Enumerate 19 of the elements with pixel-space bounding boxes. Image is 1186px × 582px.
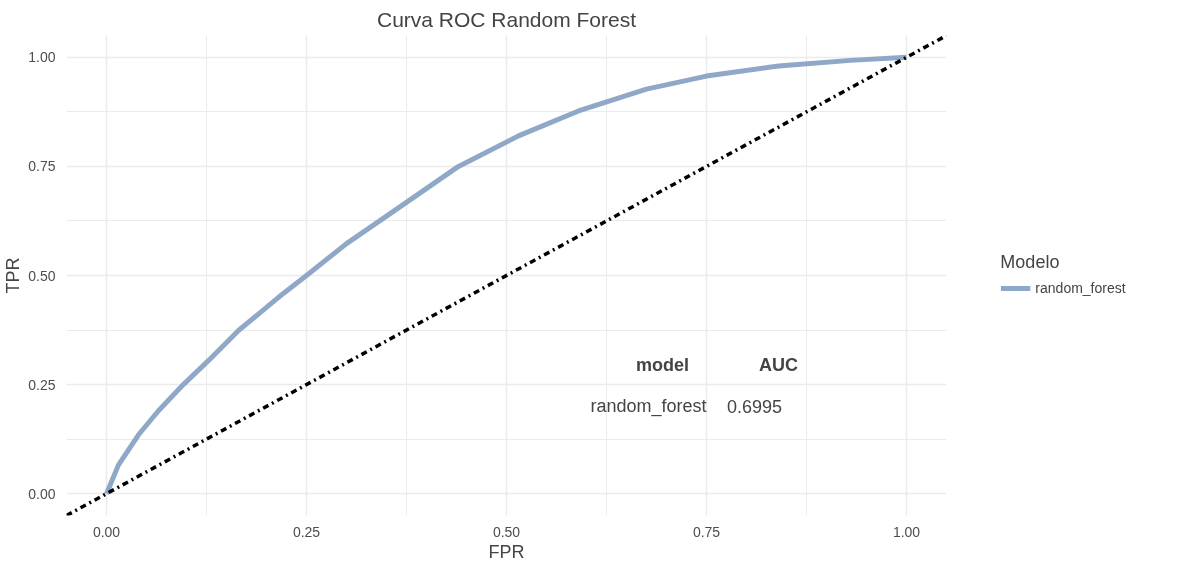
x-tick-label: 0.75 bbox=[692, 523, 721, 540]
x-tick-label: 0.25 bbox=[292, 523, 321, 540]
annotation: AUC bbox=[759, 354, 798, 375]
y-tick-label: 0.00 bbox=[28, 485, 56, 502]
x-tick-label: 0.00 bbox=[92, 523, 121, 540]
y-axis-title: TPR bbox=[3, 257, 24, 294]
legend-title: Modelo bbox=[1000, 252, 1061, 273]
x-tick-label: 1.00 bbox=[892, 523, 921, 540]
x-axis-title: FPR bbox=[488, 541, 525, 562]
y-tick-label: 0.75 bbox=[28, 158, 56, 175]
chart-title: Curva ROC Random Forest bbox=[376, 7, 637, 31]
y-tick-label: 1.00 bbox=[28, 49, 56, 66]
annotation: random_forest bbox=[590, 396, 707, 418]
x-tick-label: 0.50 bbox=[492, 523, 521, 540]
annotation: 0.6995 bbox=[726, 396, 783, 417]
y-tick-label: 0.50 bbox=[28, 267, 56, 284]
legend-label: random_forest bbox=[1035, 280, 1126, 296]
annotation: model bbox=[636, 354, 690, 375]
y-tick-label: 0.25 bbox=[28, 376, 56, 393]
